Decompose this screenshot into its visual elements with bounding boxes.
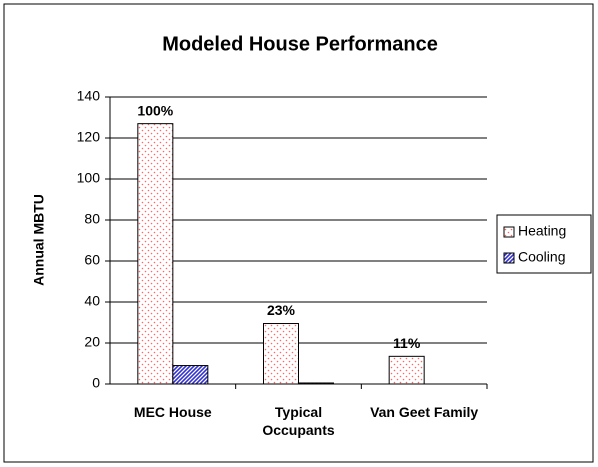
- y-tick-label: 140: [77, 88, 101, 104]
- annotation: 11%: [393, 335, 421, 351]
- annotation: 100%: [137, 102, 173, 118]
- bar: [263, 323, 299, 385]
- annotation: 23%: [267, 302, 296, 318]
- bar: [388, 355, 425, 385]
- legend-swatch: [503, 226, 515, 238]
- y-tick-label: 20: [84, 334, 100, 350]
- legend-label: Heating: [518, 223, 566, 239]
- y-axis-title: Annual MBTU: [31, 194, 47, 286]
- y-tick-label: 80: [84, 211, 100, 227]
- y-tick-label: 0: [92, 375, 100, 391]
- y-tick-label: 120: [77, 129, 101, 145]
- chart-title: Modeled House Performance: [162, 33, 438, 55]
- x-tick-label: Van Geet Family: [370, 404, 479, 420]
- chart-frame: [3, 3, 594, 463]
- y-tick-label: 40: [84, 293, 100, 309]
- bar: [172, 365, 209, 385]
- legend-label: Cooling: [518, 249, 565, 265]
- x-tick-label: MEC House: [133, 404, 212, 420]
- y-tick-label: 60: [84, 252, 100, 268]
- bar: [137, 123, 174, 385]
- legend-swatch: [503, 252, 515, 264]
- x-tick-label: Typical Occupants: [262, 404, 335, 438]
- y-tick-label: 100: [77, 170, 101, 186]
